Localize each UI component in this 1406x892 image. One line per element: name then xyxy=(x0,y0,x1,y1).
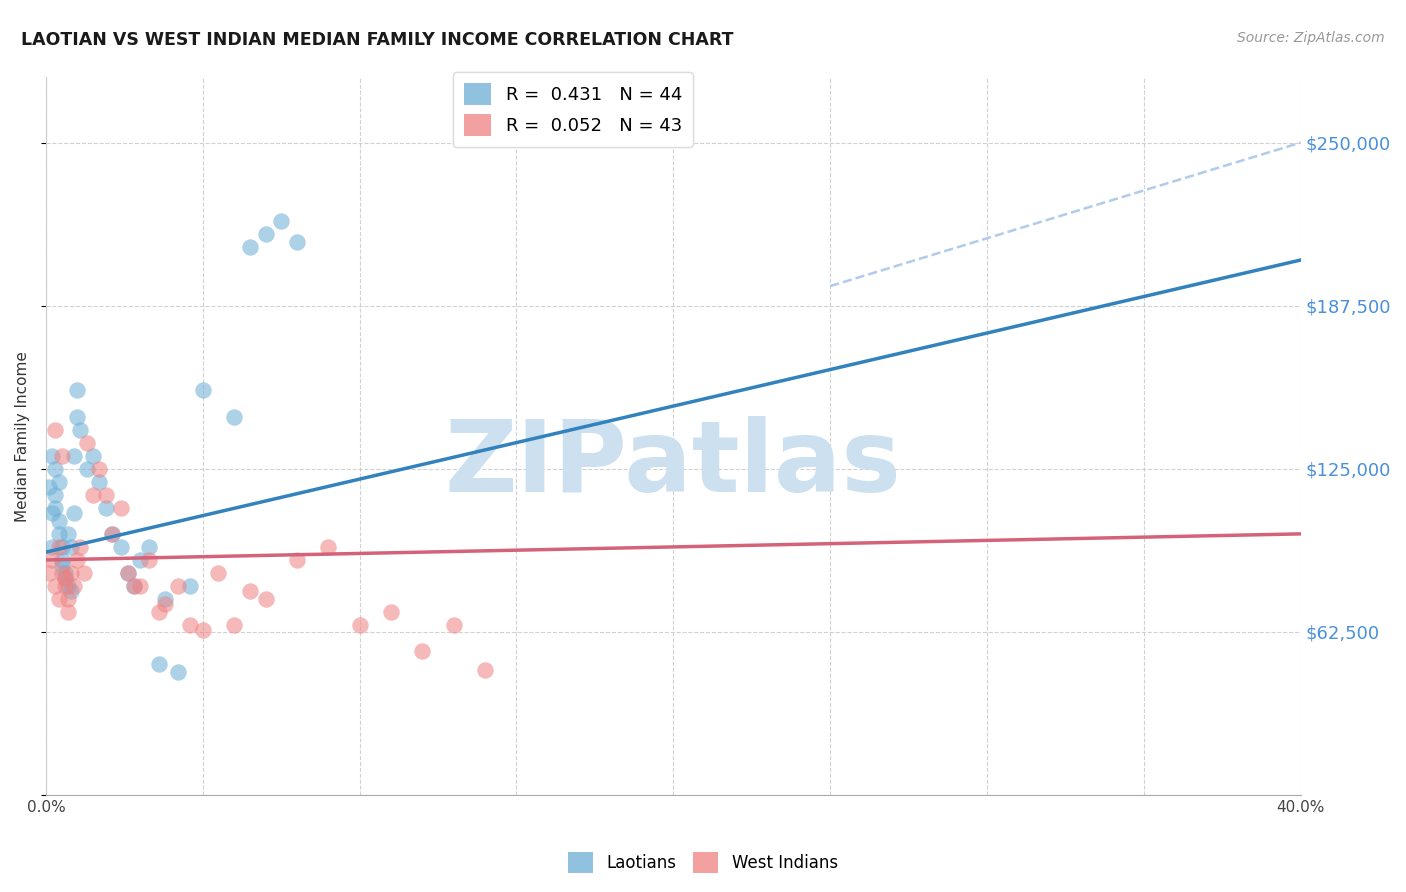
Point xyxy=(285,235,308,249)
Point xyxy=(94,500,117,515)
Point xyxy=(53,571,76,585)
Point xyxy=(254,227,277,241)
Point xyxy=(63,449,86,463)
Point xyxy=(51,558,73,573)
Text: ZIPatlas: ZIPatlas xyxy=(444,417,901,513)
Point xyxy=(166,579,188,593)
Point xyxy=(51,553,73,567)
Point xyxy=(138,553,160,567)
Point xyxy=(148,657,170,672)
Point xyxy=(191,624,214,638)
Point xyxy=(38,566,60,580)
Point xyxy=(129,579,152,593)
Point xyxy=(63,506,86,520)
Point xyxy=(56,579,79,593)
Point xyxy=(89,475,111,489)
Point xyxy=(48,592,70,607)
Point xyxy=(207,566,229,580)
Point xyxy=(56,527,79,541)
Point xyxy=(443,618,465,632)
Point xyxy=(41,540,63,554)
Point xyxy=(41,506,63,520)
Point xyxy=(51,566,73,580)
Point xyxy=(153,597,176,611)
Text: LAOTIAN VS WEST INDIAN MEDIAN FAMILY INCOME CORRELATION CHART: LAOTIAN VS WEST INDIAN MEDIAN FAMILY INC… xyxy=(21,31,734,49)
Point xyxy=(411,644,433,658)
Point xyxy=(101,527,124,541)
Point xyxy=(51,449,73,463)
Point xyxy=(224,409,246,424)
Point xyxy=(53,571,76,585)
Point xyxy=(129,553,152,567)
Point xyxy=(179,618,201,632)
Point xyxy=(122,579,145,593)
Point xyxy=(56,605,79,619)
Point xyxy=(89,461,111,475)
Point xyxy=(138,540,160,554)
Point xyxy=(101,527,124,541)
Point xyxy=(48,514,70,528)
Point xyxy=(48,540,70,554)
Point xyxy=(72,566,94,580)
Point xyxy=(44,488,66,502)
Point xyxy=(63,579,86,593)
Point xyxy=(53,579,76,593)
Point xyxy=(60,566,83,580)
Point xyxy=(48,475,70,489)
Point xyxy=(148,605,170,619)
Point xyxy=(316,540,339,554)
Point xyxy=(224,618,246,632)
Point xyxy=(41,553,63,567)
Point xyxy=(191,384,214,398)
Point xyxy=(122,579,145,593)
Point xyxy=(60,584,83,599)
Point xyxy=(60,540,83,554)
Text: Source: ZipAtlas.com: Source: ZipAtlas.com xyxy=(1237,31,1385,45)
Point xyxy=(110,540,132,554)
Point xyxy=(82,449,104,463)
Point xyxy=(51,540,73,554)
Y-axis label: Median Family Income: Median Family Income xyxy=(15,351,30,522)
Point xyxy=(66,409,89,424)
Point xyxy=(179,579,201,593)
Point xyxy=(349,618,371,632)
Point xyxy=(94,488,117,502)
Point xyxy=(82,488,104,502)
Point xyxy=(76,461,98,475)
Point xyxy=(66,384,89,398)
Point xyxy=(44,423,66,437)
Point xyxy=(44,500,66,515)
Point xyxy=(117,566,139,580)
Point xyxy=(38,480,60,494)
Point xyxy=(66,553,89,567)
Point xyxy=(41,449,63,463)
Legend: Laotians, West Indians: Laotians, West Indians xyxy=(561,846,845,880)
Point xyxy=(239,240,262,254)
Point xyxy=(48,527,70,541)
Point xyxy=(56,592,79,607)
Point xyxy=(53,566,76,580)
Point xyxy=(153,592,176,607)
Legend: R =  0.431   N = 44, R =  0.052   N = 43: R = 0.431 N = 44, R = 0.052 N = 43 xyxy=(453,72,693,147)
Point xyxy=(474,663,496,677)
Point xyxy=(380,605,402,619)
Point xyxy=(254,592,277,607)
Point xyxy=(285,553,308,567)
Point xyxy=(166,665,188,679)
Point xyxy=(44,579,66,593)
Point xyxy=(69,540,91,554)
Point xyxy=(44,461,66,475)
Point xyxy=(69,423,91,437)
Point xyxy=(76,435,98,450)
Point xyxy=(110,500,132,515)
Point xyxy=(270,214,292,228)
Point xyxy=(239,584,262,599)
Point xyxy=(117,566,139,580)
